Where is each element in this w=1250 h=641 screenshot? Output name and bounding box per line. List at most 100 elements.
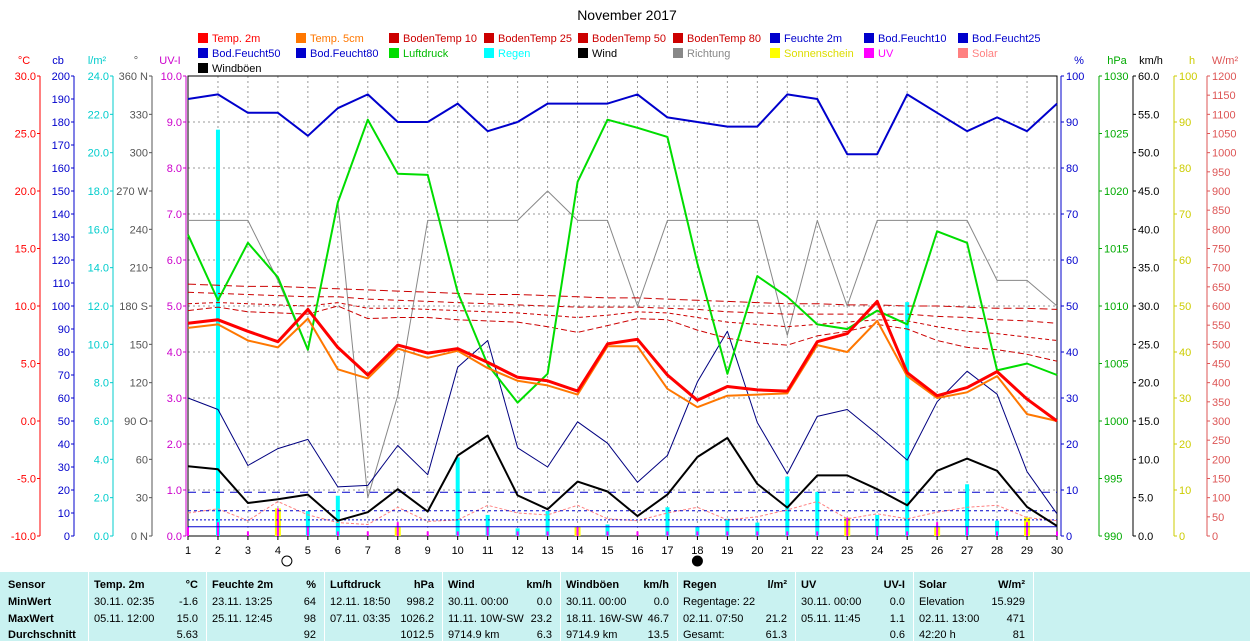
stats-column-1: Feuchte 2m% 23.11. 13:25 64 25.11. 12:45 98 9… bbox=[206, 572, 325, 641]
legend-swatch bbox=[389, 33, 399, 43]
x-tick-label: 17 bbox=[661, 545, 673, 557]
stats-cell-time: 02.11. 07:50 bbox=[683, 613, 744, 625]
x-tick-label: 14 bbox=[571, 545, 583, 557]
x-tick-label: 15 bbox=[601, 545, 613, 557]
hum-axis-title: % bbox=[1074, 55, 1084, 67]
x-tick-label: 24 bbox=[871, 545, 883, 557]
cb-axis-title: cb bbox=[52, 55, 64, 67]
x-tick-label: 9 bbox=[425, 545, 431, 557]
wind-tick-label: 55.0 bbox=[1138, 109, 1159, 121]
stats-cell-time: Gesamt: bbox=[683, 629, 725, 641]
stats-cell-time: 11.11. 10W-SW bbox=[448, 613, 524, 625]
legend-label: BodenTemp 50 bbox=[592, 33, 666, 45]
legend-swatch bbox=[673, 33, 683, 43]
solar-tick-label: 750 bbox=[1212, 244, 1230, 256]
temp-tick-label: 10.0 bbox=[15, 301, 36, 313]
x-tick-label: 23 bbox=[841, 545, 853, 557]
bar-uv bbox=[306, 526, 309, 536]
stats-column-unit: UV-I bbox=[883, 579, 905, 591]
bar-regen bbox=[335, 495, 340, 536]
hum-tick-label: 90 bbox=[1066, 117, 1078, 129]
uv-tick-label: 10.0 bbox=[161, 71, 182, 83]
bar-uv bbox=[276, 508, 279, 536]
stats-column-unit: °C bbox=[185, 579, 198, 591]
x-tick-label: 21 bbox=[781, 545, 793, 557]
x-tick-label: 22 bbox=[811, 545, 823, 557]
hum-tick-label: 10 bbox=[1066, 485, 1078, 497]
bar-regen bbox=[815, 491, 820, 536]
x-tick-label: 26 bbox=[931, 545, 943, 557]
legend-swatch bbox=[578, 48, 588, 58]
cb-tick-label: 170 bbox=[52, 140, 70, 152]
legend-swatch bbox=[198, 33, 208, 43]
stats-row-label: MaxWert bbox=[8, 613, 54, 625]
chart-title: November 2017 bbox=[577, 7, 677, 23]
sun-tick-label: 60 bbox=[1179, 255, 1191, 267]
uv-tick-label: 6.0 bbox=[167, 255, 182, 267]
legend-swatch bbox=[864, 33, 874, 43]
legend-label: Luftdruck bbox=[403, 48, 449, 60]
press-tick-label: 990 bbox=[1104, 531, 1122, 543]
sun-tick-label: 20 bbox=[1179, 439, 1191, 451]
hum-tick-label: 20 bbox=[1066, 439, 1078, 451]
bar-uv bbox=[606, 531, 609, 536]
stats-cell-time: Elevation bbox=[919, 596, 965, 608]
wind-tick-label: 40.0 bbox=[1138, 224, 1159, 236]
press-tick-label: 1010 bbox=[1104, 301, 1128, 313]
bar-uv bbox=[1056, 531, 1058, 536]
bar-regen bbox=[665, 507, 670, 536]
stats-cell-time: 30.11. 02:35 bbox=[94, 596, 155, 608]
solar-tick-label: 900 bbox=[1212, 186, 1230, 198]
hum-tick-label: 0 bbox=[1066, 531, 1072, 543]
x-tick-label: 16 bbox=[631, 545, 643, 557]
wind-tick-label: 45.0 bbox=[1138, 186, 1159, 198]
rain-tick-label: 18.0 bbox=[88, 186, 109, 198]
legend-label: BodenTemp 80 bbox=[687, 33, 761, 45]
bar-uv bbox=[366, 531, 369, 536]
x-tick-label: 4 bbox=[275, 545, 281, 557]
uv-axis-title: UV-I bbox=[159, 55, 180, 67]
rain-axis-title: l/m² bbox=[88, 55, 107, 67]
bar-uv bbox=[486, 526, 489, 536]
cb-tick-label: 200 bbox=[52, 71, 70, 83]
series-feuchte-2m bbox=[187, 93, 1058, 156]
stats-column-header: Regen bbox=[683, 579, 717, 591]
solar-tick-label: 200 bbox=[1212, 454, 1230, 466]
solar-tick-label: 1150 bbox=[1212, 90, 1236, 102]
stats-column-3: Wind km/h 30.11. 00:00 0.0 11.11. 10W-SW 23.2… bbox=[442, 572, 561, 641]
cb-tick-label: 80 bbox=[58, 347, 70, 359]
uv-tick-label: 0.0 bbox=[167, 531, 182, 543]
stats-column-header: UV bbox=[801, 579, 817, 591]
bar-regen bbox=[905, 302, 910, 536]
dir-tick-label: 300 bbox=[130, 148, 148, 160]
press-tick-label: 995 bbox=[1104, 474, 1122, 486]
stats-column-6: UV UV-I 30.11. 00:00 0.0 05.11. 11:45 1.1 0.6 bbox=[795, 572, 914, 641]
uv-tick-label: 1.0 bbox=[167, 485, 182, 497]
press-tick-label: 1000 bbox=[1104, 416, 1128, 428]
stats-cell-time: 12.11. 18:50 bbox=[330, 596, 391, 608]
hum-tick-label: 50 bbox=[1066, 301, 1078, 313]
press-axis-title: hPa bbox=[1107, 55, 1127, 67]
cb-tick-label: 30 bbox=[58, 462, 70, 474]
bar-uv bbox=[876, 526, 879, 536]
legend-swatch bbox=[673, 48, 683, 58]
bar-uv bbox=[336, 531, 339, 536]
rain-tick-label: 8.0 bbox=[94, 378, 109, 390]
dir-tick-label: 330 bbox=[130, 109, 148, 121]
solar-tick-label: 550 bbox=[1212, 320, 1230, 332]
stats-cell-value: 98 bbox=[303, 613, 316, 625]
stats-column-header: Windböen bbox=[566, 579, 620, 591]
x-tick-label: 3 bbox=[245, 545, 251, 557]
temp-tick-label: 0.0 bbox=[21, 416, 36, 428]
uv-tick-label: 7.0 bbox=[167, 209, 182, 221]
bar-uv bbox=[936, 522, 939, 536]
x-tick-label: 10 bbox=[452, 545, 464, 557]
sun-tick-label: 50 bbox=[1179, 301, 1191, 313]
solar-tick-label: 800 bbox=[1212, 224, 1230, 236]
cb-tick-label: 60 bbox=[58, 393, 70, 405]
x-tick-label: 13 bbox=[541, 545, 553, 557]
x-tick-label: 2 bbox=[215, 545, 221, 557]
wind-tick-label: 30.0 bbox=[1138, 301, 1159, 313]
stats-cell-value: 61.3 bbox=[765, 629, 787, 641]
legend-swatch bbox=[296, 33, 306, 43]
